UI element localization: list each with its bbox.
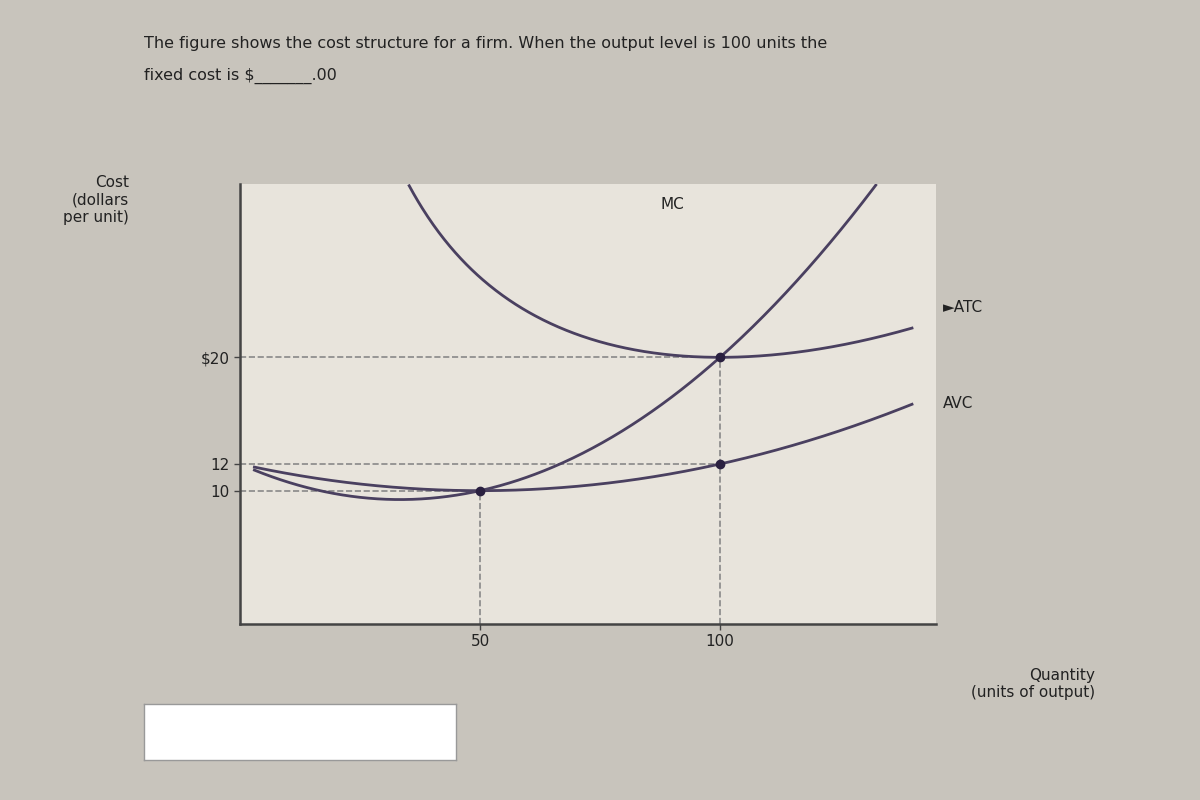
Text: MC: MC bbox=[660, 198, 684, 212]
Text: Cost
(dollars
per unit): Cost (dollars per unit) bbox=[62, 175, 128, 225]
Text: AVC: AVC bbox=[943, 397, 973, 411]
Text: Quantity
(units of output): Quantity (units of output) bbox=[971, 668, 1094, 701]
Text: ►ATC: ►ATC bbox=[943, 300, 983, 314]
Text: The figure shows the cost structure for a firm. When the output level is 100 uni: The figure shows the cost structure for … bbox=[144, 36, 827, 51]
Text: fixed cost is $_______.00: fixed cost is $_______.00 bbox=[144, 68, 337, 84]
